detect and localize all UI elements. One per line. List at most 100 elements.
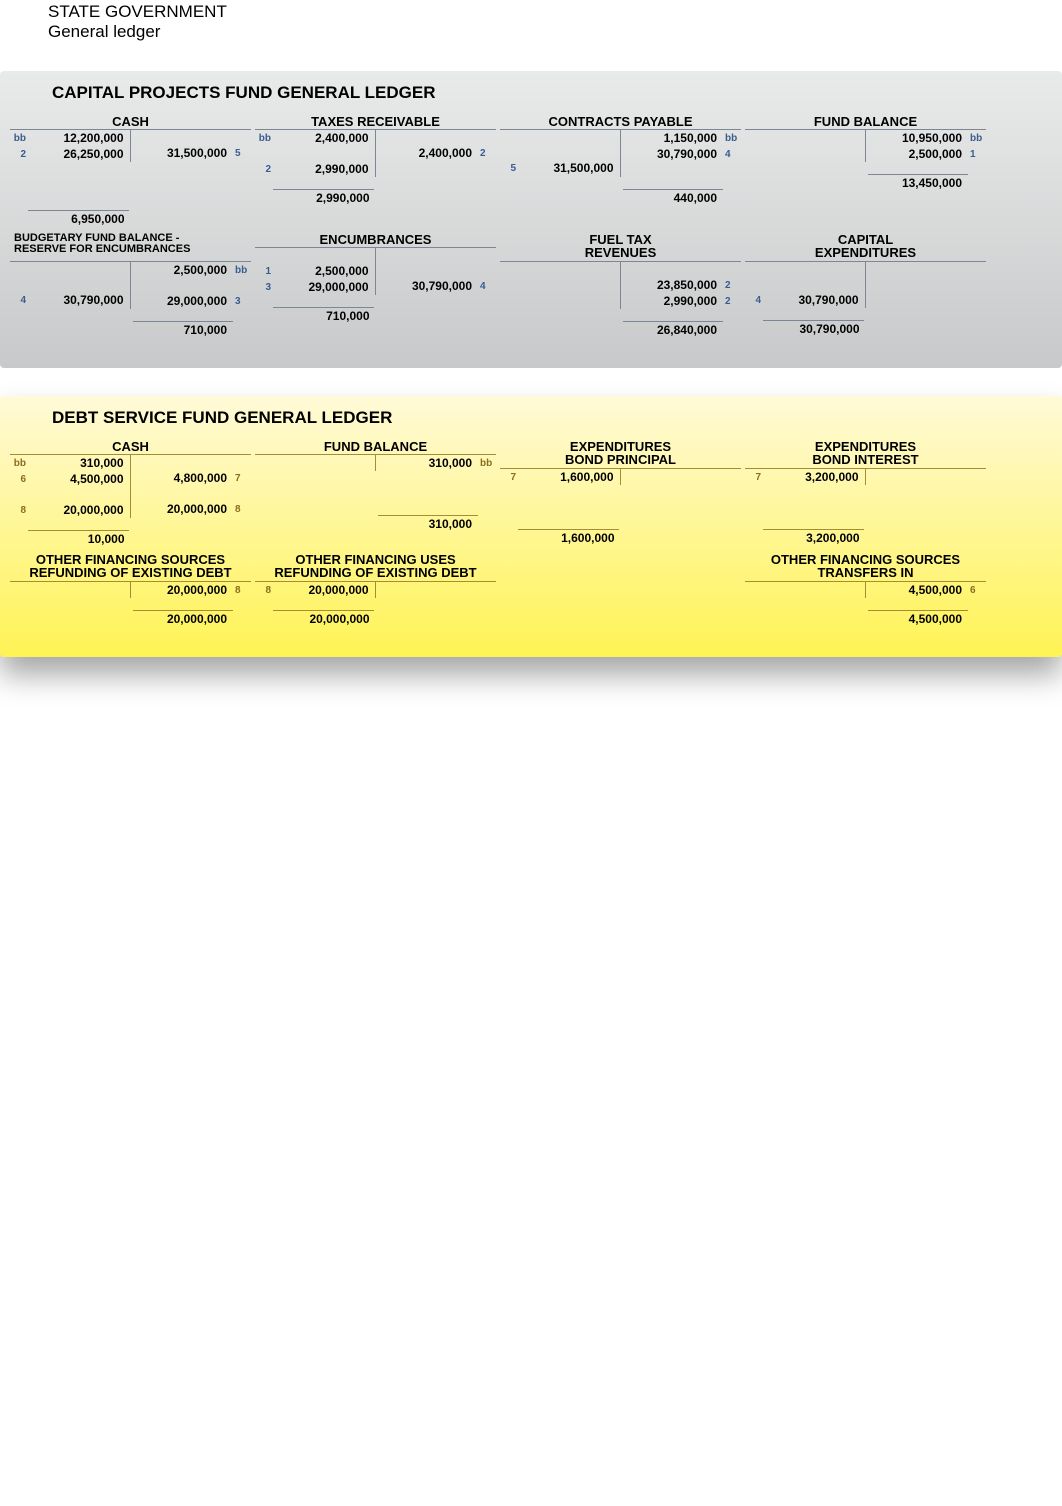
t-account-title: FUND BALANCE [255, 440, 496, 454]
credit-column [621, 468, 742, 485]
t-account [498, 553, 743, 627]
t-account-title: TAXES RECEIVABLE [255, 115, 496, 129]
debit-column: bb310,00064,500,000820,000,000 [10, 454, 131, 518]
credit-entry [376, 582, 497, 597]
credit-entry: 22,400,000 [376, 145, 497, 161]
debit-entry [745, 262, 865, 277]
entry-ref: 2 [255, 162, 273, 177]
credit-entry [376, 263, 497, 278]
debit-entry [10, 487, 130, 502]
credit-total: 13,450,000 [866, 175, 987, 191]
entry-amount: 2,500,000 [273, 264, 375, 279]
debit-entry: bb2,400,000 [255, 130, 375, 146]
entry-amount: 310,000 [376, 456, 479, 471]
t-account-body: bb2,400,000 22,990,00022,400,000 [255, 129, 496, 177]
credit-total: 20,000,000 [131, 611, 252, 627]
t-account-body: bb10,950,00012,500,000 [745, 129, 986, 162]
credit-entry [376, 130, 497, 145]
entry-ref: 1 [968, 147, 986, 162]
credit-column: bb1,150,000430,790,000 [621, 129, 742, 177]
t-account-body: 430,790,000bb2,500,000329,000,000 [10, 261, 251, 309]
entry-ref: bb [723, 131, 741, 146]
entry-ref: 1 [255, 264, 273, 279]
credit-entry: 329,000,000 [131, 293, 252, 309]
entry-ref: 2 [723, 294, 741, 309]
credit-column: 223,850,00022,990,000 [621, 261, 742, 309]
debit-entry [745, 130, 865, 145]
debit-total: 30,790,000 [745, 321, 866, 337]
t-account-title: CASH [10, 440, 251, 454]
t-account: ENCUMBRANCES12,500,000329,000,000430,790… [253, 233, 498, 338]
entry-ref: bb [478, 456, 496, 471]
t-account: CASHbb12,200,000226,250,000531,500,0006,… [8, 115, 253, 227]
entry-ref: 4 [745, 293, 763, 308]
entry-ref: 7 [500, 470, 518, 485]
credit-total: 440,000 [621, 190, 742, 206]
debit-entry: 22,990,000 [255, 161, 375, 177]
entry-amount: 2,500,000 [131, 263, 234, 278]
entry-amount: 20,000,000 [273, 583, 375, 598]
debit-column [10, 581, 131, 598]
credit-entry: 430,790,000 [376, 278, 497, 294]
debit-entry: 73,200,000 [745, 469, 865, 485]
credit-column: bb10,950,00012,500,000 [866, 129, 987, 162]
credit-entry [621, 262, 742, 277]
entry-ref: 3 [233, 294, 251, 309]
entry-amount: 23,850,000 [621, 278, 724, 293]
entry-ref: 8 [233, 502, 251, 517]
t-account-body: 71,600,000 [500, 468, 741, 485]
entry-ref: 3 [255, 280, 273, 295]
t-account: OTHER FINANCING SOURCESTRANSFERS IN64,50… [743, 553, 988, 627]
debit-column: 820,000,000 [255, 581, 376, 598]
debit-total: 20,000,000 [255, 611, 376, 627]
entry-ref: 8 [255, 583, 273, 598]
t-account-body: 820,000,000 [10, 581, 251, 598]
credit-entry [131, 486, 252, 501]
debit-entry [500, 130, 620, 145]
credit-entry [866, 262, 987, 277]
entry-ref: 2 [478, 146, 496, 161]
entry-amount: 4,500,000 [28, 472, 130, 487]
debit-column: 430,790,000 [745, 261, 866, 308]
entry-ref: 4 [723, 147, 741, 162]
t-account-body: 531,500,000bb1,150,000430,790,000 [500, 129, 741, 177]
debit-entry: 430,790,000 [745, 292, 865, 308]
credit-total: 310,000 [376, 516, 497, 532]
entry-ref: bb [10, 131, 28, 146]
t-account-title: EXPENDITURESBOND INTEREST [745, 440, 986, 468]
t-account-body: bb310,00064,500,000820,000,00074,800,000… [10, 454, 251, 518]
credit-entry: 531,500,000 [131, 145, 252, 161]
t-account-body: 223,850,00022,990,000 [500, 261, 741, 309]
t-account-title: CASH [10, 115, 251, 129]
entry-amount: 29,000,000 [131, 294, 234, 309]
debit-column [745, 129, 866, 162]
t-account-body: 430,790,000 [745, 261, 986, 308]
credit-total: 710,000 [131, 322, 252, 338]
debit-entry [255, 146, 375, 161]
credit-column: 74,800,000820,000,000 [131, 454, 252, 518]
entry-ref: 2 [10, 147, 28, 162]
credit-column: 820,000,000 [131, 581, 252, 598]
entry-amount: 29,000,000 [273, 280, 375, 295]
credit-column: bb310,000 [376, 454, 497, 471]
debit-entry [10, 277, 130, 292]
t-account-body: bb310,000 [255, 454, 496, 471]
debit-column: 73,200,000 [745, 468, 866, 485]
debit-total: 2,990,000 [255, 190, 376, 206]
entry-ref: 5 [233, 146, 251, 161]
entry-ref: 7 [233, 471, 251, 486]
debit-total: 1,600,000 [500, 530, 621, 546]
debit-column [745, 581, 866, 598]
debt-section-title: DEBT SERVICE FUND GENERAL LEDGER [8, 404, 1054, 440]
credit-column [866, 261, 987, 308]
t-account-title: EXPENDITURESBOND PRINCIPAL [500, 440, 741, 468]
credit-total: 26,840,000 [621, 322, 742, 338]
header-line-1: STATE GOVERNMENT [48, 2, 1062, 22]
debit-entry [500, 292, 620, 307]
entry-amount: 1,150,000 [621, 131, 724, 146]
credit-column: 430,790,000 [376, 247, 497, 295]
t-account-body: 73,200,000 [745, 468, 986, 485]
debit-entry: 531,500,000 [500, 160, 620, 176]
entry-amount: 1,600,000 [518, 470, 620, 485]
credit-entry [131, 130, 252, 145]
